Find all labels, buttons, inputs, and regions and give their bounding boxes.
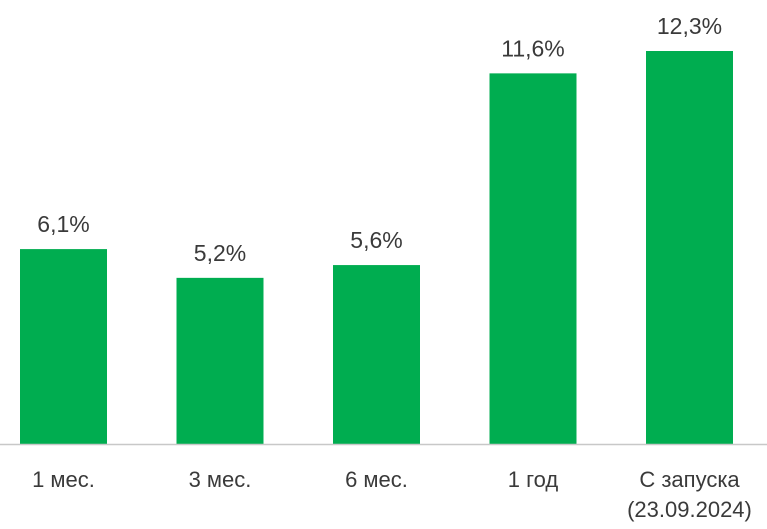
value-label-3: 11,6%	[501, 35, 565, 61]
bar-1	[176, 277, 264, 444]
bars-layer	[20, 51, 733, 445]
x-tick-label-2-line-0: 6 мес.	[345, 467, 408, 492]
x-tick-label-3: 1 год	[508, 467, 559, 492]
x-tick-label-1-line-0: 3 мес.	[189, 467, 252, 492]
value-label-1: 5,2%	[194, 240, 246, 266]
x-tick-label-0-line-0: 1 мес.	[32, 467, 95, 492]
x-tick-label-3-line-0: 1 год	[508, 467, 559, 492]
x-tick-label-0: 1 мес.	[32, 467, 95, 492]
value-label-4: 12,3%	[657, 13, 722, 39]
x-tick-label-4-line-1: (23.09.2024)	[627, 497, 752, 522]
bar-3	[489, 73, 577, 445]
x-tick-labels-layer: 1 мес. 3 мес. 6 мес. 1 год С запуска (23.09.2…	[32, 467, 752, 522]
bar-4	[646, 51, 733, 444]
bar-2	[333, 265, 420, 444]
x-tick-label-1: 3 мес.	[189, 467, 252, 492]
x-tick-label-2: 6 мес.	[345, 467, 408, 492]
x-tick-label-4: С запуска (23.09.2024)	[627, 467, 752, 522]
x-tick-label-4-line-0: С запуска	[639, 467, 740, 492]
value-label-0: 6,1%	[37, 211, 89, 237]
value-label-2: 5,6%	[350, 227, 402, 253]
value-labels-layer: 6,1% 5,2% 5,6% 11,6% 12,3%	[37, 13, 722, 266]
bar-0	[20, 249, 107, 444]
